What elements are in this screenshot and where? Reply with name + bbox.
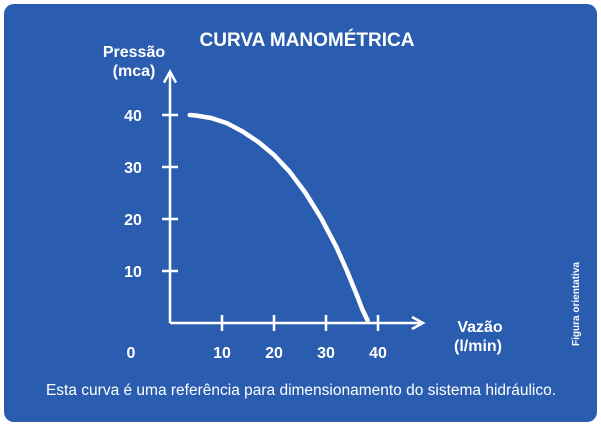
pump-curve-chart: CURVA MANOMÉTRICA Pressão (mca) Vazão (l… <box>46 29 582 399</box>
y-axis-label-line1: Pressão <box>103 44 165 61</box>
x-tick-label: 40 <box>369 345 387 362</box>
x-axis-label-line1: Vazão <box>457 319 503 336</box>
side-note: Figura orientativa <box>571 262 582 346</box>
x-axis-label-line2: (l/min) <box>454 338 502 355</box>
pump-curve-line <box>187 112 370 323</box>
y-tick-label: 20 <box>124 212 142 229</box>
series-group <box>187 112 370 323</box>
chart-panel: CURVA MANOMÉTRICA Pressão (mca) Vazão (l… <box>4 4 597 422</box>
y-axis-arrow <box>162 68 178 84</box>
x-tick-label: 30 <box>317 345 335 362</box>
axes <box>162 68 426 331</box>
y-tick-label: 30 <box>124 160 142 177</box>
x-tick-label: 20 <box>265 345 283 362</box>
origin-label: 0 <box>127 345 136 362</box>
ticks: 10 20 30 40 10 20 30 40 <box>124 108 387 362</box>
y-tick-label: 40 <box>124 108 142 125</box>
x-axis-arrow <box>411 315 426 331</box>
caption: Esta curva é uma referência para dimensi… <box>46 382 556 399</box>
y-tick-label: 10 <box>124 264 142 281</box>
chart-title: CURVA MANOMÉTRICA <box>200 29 415 51</box>
y-axis-label-line2: (mca) <box>113 63 156 80</box>
x-tick-label: 10 <box>213 345 231 362</box>
